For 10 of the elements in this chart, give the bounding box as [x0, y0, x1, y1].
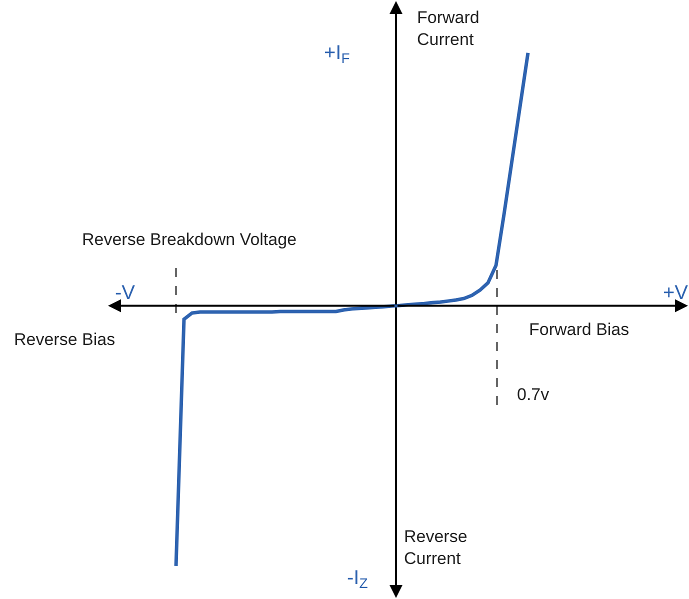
annotation: Reverse Breakdown Voltage — [82, 230, 297, 249]
text: -I$_{Z}$ — [347, 567, 368, 592]
text: Forward Current — [417, 8, 480, 50]
annotation: +I$_{F}$ — [324, 42, 350, 66]
annotation: Reverse Current — [404, 527, 468, 568]
text: -V — [115, 282, 136, 304]
annotation: 0.7v — [517, 385, 550, 404]
annotation: Forward Bias — [529, 320, 630, 339]
text: Reverse Bias — [14, 330, 116, 349]
text: +V — [663, 282, 689, 304]
